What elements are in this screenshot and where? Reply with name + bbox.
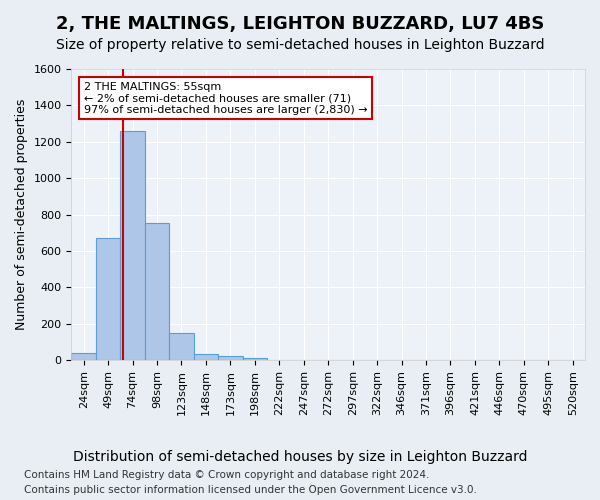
Bar xyxy=(145,223,169,360)
Bar xyxy=(71,353,96,360)
Bar xyxy=(194,354,218,360)
Bar xyxy=(121,131,145,360)
Text: 2 THE MALTINGS: 55sqm
← 2% of semi-detached houses are smaller (71)
97% of semi-: 2 THE MALTINGS: 55sqm ← 2% of semi-detac… xyxy=(83,82,367,115)
Text: Contains HM Land Registry data © Crown copyright and database right 2024.: Contains HM Land Registry data © Crown c… xyxy=(24,470,430,480)
Text: Distribution of semi-detached houses by size in Leighton Buzzard: Distribution of semi-detached houses by … xyxy=(73,450,527,464)
Text: 2, THE MALTINGS, LEIGHTON BUZZARD, LU7 4BS: 2, THE MALTINGS, LEIGHTON BUZZARD, LU7 4… xyxy=(56,15,544,33)
Text: Contains public sector information licensed under the Open Government Licence v3: Contains public sector information licen… xyxy=(24,485,477,495)
Bar xyxy=(96,238,121,360)
Bar xyxy=(242,358,267,360)
Text: Size of property relative to semi-detached houses in Leighton Buzzard: Size of property relative to semi-detach… xyxy=(56,38,544,52)
Y-axis label: Number of semi-detached properties: Number of semi-detached properties xyxy=(15,99,28,330)
Bar xyxy=(218,356,242,360)
Bar xyxy=(169,333,194,360)
